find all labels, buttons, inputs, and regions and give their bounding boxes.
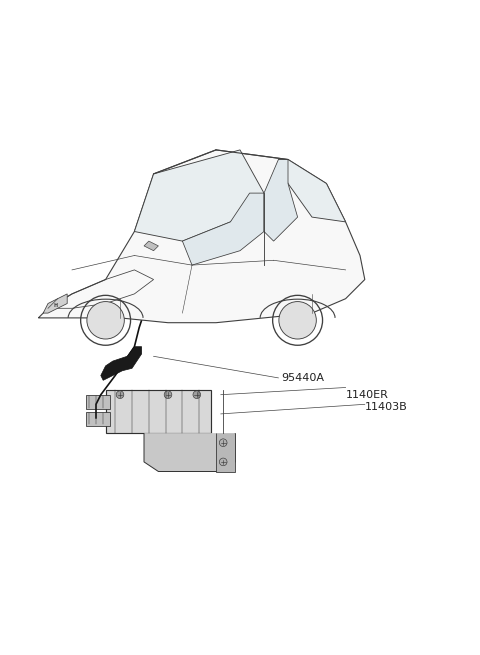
- PathPatch shape: [264, 160, 298, 241]
- PathPatch shape: [278, 160, 346, 222]
- PathPatch shape: [144, 433, 235, 472]
- PathPatch shape: [144, 241, 158, 251]
- Circle shape: [116, 391, 124, 398]
- PathPatch shape: [134, 150, 264, 241]
- Circle shape: [219, 439, 227, 447]
- Circle shape: [193, 391, 201, 398]
- PathPatch shape: [38, 150, 365, 323]
- PathPatch shape: [43, 294, 67, 313]
- Circle shape: [87, 301, 124, 339]
- FancyBboxPatch shape: [86, 395, 110, 409]
- PathPatch shape: [216, 433, 235, 472]
- Text: 95440A: 95440A: [281, 373, 324, 383]
- PathPatch shape: [101, 346, 142, 381]
- Text: 11403B: 11403B: [365, 402, 408, 412]
- Circle shape: [164, 391, 172, 398]
- Text: 1140ER: 1140ER: [346, 390, 388, 400]
- FancyBboxPatch shape: [106, 390, 211, 433]
- FancyBboxPatch shape: [86, 411, 110, 426]
- Circle shape: [219, 458, 227, 466]
- Text: H: H: [53, 303, 57, 309]
- Circle shape: [279, 301, 316, 339]
- PathPatch shape: [182, 193, 264, 265]
